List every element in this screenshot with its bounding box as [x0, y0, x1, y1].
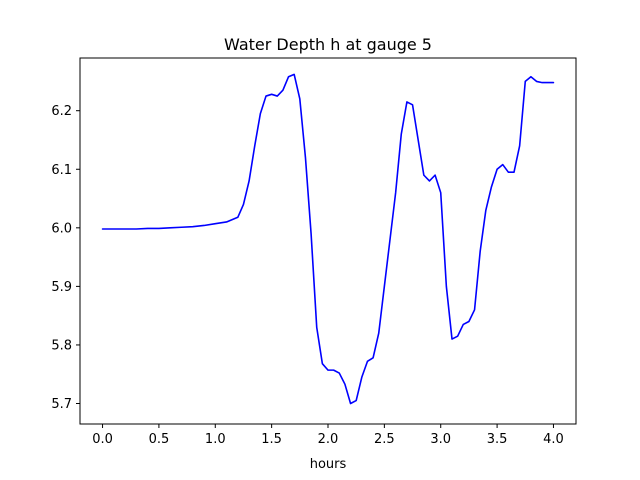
series-line-0	[101, 73, 555, 405]
x-axis-label: hours	[310, 457, 347, 472]
y-tick-label: 5.9	[51, 280, 72, 295]
x-tick-label: 4.0	[543, 432, 564, 447]
x-tick-label: 3.0	[430, 432, 451, 447]
y-tick-label: 6.2	[51, 104, 72, 119]
x-tick-label: 3.5	[487, 432, 508, 447]
x-tick-label: 2.0	[318, 432, 339, 447]
y-tick-label: 6.1	[51, 163, 72, 178]
x-tick-label: 1.0	[205, 432, 226, 447]
y-tick-label: 5.7	[51, 397, 72, 412]
x-tick-label: 0.5	[149, 432, 170, 447]
plot-area: 0.0 0.5 1.0 1.5 2.0 2.5 3.0 3.5 4.0 5.7 5.8 5.9 6.0 6…	[51, 57, 577, 447]
chart-title: Water Depth h at gauge 5	[224, 35, 432, 54]
y-tick-label: 5.8	[51, 338, 72, 353]
x-tick-label: 0.0	[92, 432, 113, 447]
x-tick-label: 2.5	[374, 432, 395, 447]
x-tick-label: 1.5	[261, 432, 282, 447]
y-tick-label: 6.0	[51, 221, 72, 236]
